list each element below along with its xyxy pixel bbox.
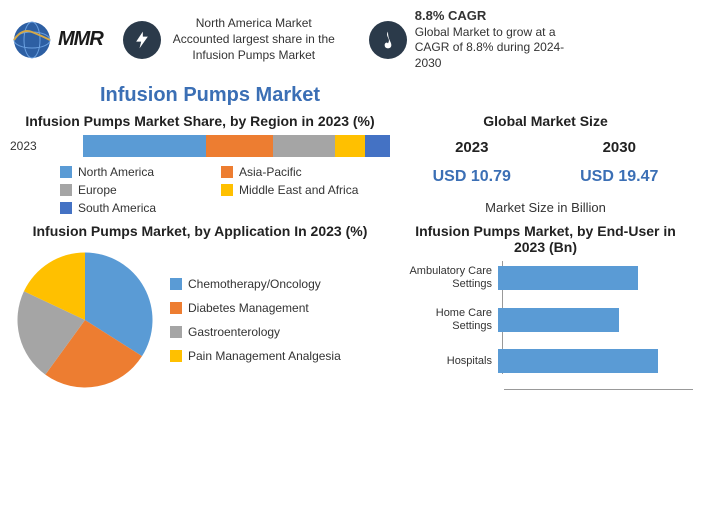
legend-swatch: [221, 184, 233, 196]
market-size-title: Global Market Size: [398, 113, 693, 129]
stat-cagr-desc: Global Market to grow at a CAGR of 8.8% …: [415, 25, 585, 72]
market-size-subtitle: Market Size in Billion: [398, 200, 693, 215]
legend-swatch: [60, 202, 72, 214]
legend-label: Pain Management Analgesia: [188, 349, 341, 363]
legend-item: North America: [60, 165, 209, 179]
hbar-label: Home Care Settings: [398, 307, 498, 333]
legend-label: North America: [78, 165, 154, 179]
ms-value-0: USD 10.79: [433, 168, 511, 186]
hbar-chart-title: Infusion Pumps Market, by End-User in 20…: [398, 223, 693, 255]
hbar-row: Ambulatory Care Settings: [398, 265, 693, 291]
pie-legend: Chemotherapy/Oncology Diabetes Management…: [170, 277, 341, 363]
stacked-bar-segment: [365, 135, 390, 157]
region-share-chart: Infusion Pumps Market Share, by Region i…: [10, 113, 390, 215]
legend-swatch: [170, 326, 182, 338]
stacked-bar-segment: [335, 135, 366, 157]
legend-item: Europe: [60, 183, 209, 197]
legend-swatch: [170, 278, 182, 290]
legend-label: Europe: [78, 183, 117, 197]
stat-cagr-text: 8.8% CAGR Global Market to grow at a CAG…: [415, 8, 585, 72]
region-chart-title: Infusion Pumps Market Share, by Region i…: [10, 113, 390, 129]
hbar-label: Ambulatory Care Settings: [398, 265, 498, 291]
legend-swatch: [170, 350, 182, 362]
hbar-chart: Ambulatory Care Settings Home Care Settin…: [398, 261, 693, 391]
legend-swatch: [221, 166, 233, 178]
ms-year-0: 2023: [455, 139, 488, 156]
ms-value-1: USD 19.47: [580, 168, 658, 186]
stat-block-share: North America Market Accounted largest s…: [123, 16, 339, 63]
hbar-fill: [498, 266, 638, 290]
pie-chart: [10, 245, 160, 395]
region-year-label: 2023: [10, 139, 43, 153]
stat-cagr-title: 8.8% CAGR: [415, 8, 585, 25]
ms-year-1: 2030: [603, 139, 636, 156]
legend-item: Middle East and Africa: [221, 183, 370, 197]
legend-swatch: [60, 166, 72, 178]
stacked-bar-segment: [273, 135, 334, 157]
hbar-row: Home Care Settings: [398, 307, 693, 333]
bolt-icon: [123, 21, 161, 59]
legend-label: Diabetes Management: [188, 301, 309, 315]
pie-chart-title: Infusion Pumps Market, by Application In…: [10, 223, 390, 239]
legend-item: Gastroenterology: [170, 325, 341, 339]
hbar-track: [498, 308, 693, 332]
market-size-panel: Global Market Size 2023 2030 USD 10.79 U…: [398, 113, 693, 215]
hbar-track: [498, 349, 693, 373]
mmr-logo: MMR: [10, 18, 103, 62]
logo-text: MMR: [58, 28, 103, 51]
stat-block-cagr: 8.8% CAGR Global Market to grow at a CAG…: [369, 8, 585, 72]
hbar-track: [498, 266, 693, 290]
application-pie-section: Infusion Pumps Market, by Application In…: [10, 223, 390, 395]
legend-label: Gastroenterology: [188, 325, 280, 339]
legend-label: South America: [78, 201, 156, 215]
legend-swatch: [170, 302, 182, 314]
legend-item: Chemotherapy/Oncology: [170, 277, 341, 291]
top-stats-row: MMR North America Market Accounted large…: [0, 0, 703, 80]
hbar-label: Hospitals: [398, 355, 498, 368]
hbar-row: Hospitals: [398, 349, 693, 373]
legend-item: South America: [60, 201, 209, 215]
region-legend: North America Asia-Pacific Europe Middle Ea…: [10, 157, 390, 215]
hbar-fill: [498, 308, 619, 332]
flame-icon: [369, 21, 407, 59]
stacked-bar-segment: [206, 135, 274, 157]
globe-icon: [10, 18, 54, 62]
stat-share-text: North America Market Accounted largest s…: [169, 16, 339, 63]
legend-label: Asia-Pacific: [239, 165, 302, 179]
hbar-x-axis: [504, 389, 693, 390]
hbar-fill: [498, 349, 658, 373]
stacked-bar-segment: [83, 135, 206, 157]
legend-item: Asia-Pacific: [221, 165, 370, 179]
enduser-bar-section: Infusion Pumps Market, by End-User in 20…: [398, 223, 693, 395]
legend-label: Chemotherapy/Oncology: [188, 277, 321, 291]
legend-item: Pain Management Analgesia: [170, 349, 341, 363]
legend-label: Middle East and Africa: [239, 183, 358, 197]
page-title: Infusion Pumps Market: [0, 84, 703, 107]
stacked-bar: [83, 135, 390, 157]
legend-swatch: [60, 184, 72, 196]
legend-item: Diabetes Management: [170, 301, 341, 315]
